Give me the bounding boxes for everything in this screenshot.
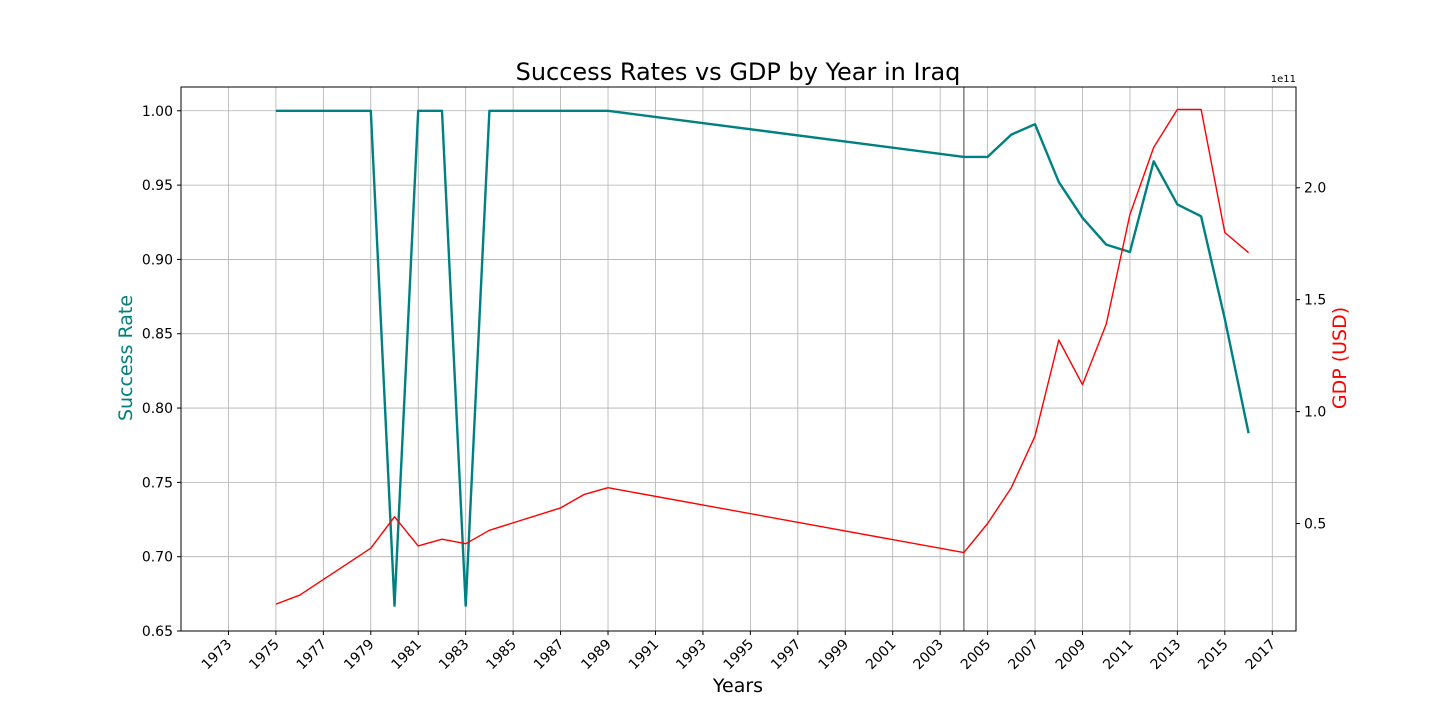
- y2-tick-label: 1.0: [1304, 405, 1326, 421]
- y-tick-label: 0.65: [142, 624, 173, 640]
- y-axis-label: Success Rate: [115, 295, 137, 421]
- y2-axis-label: GDP (USD): [1329, 307, 1351, 409]
- series-layer: [275, 108, 1250, 607]
- x-axis-ticks: 1973 1975 1977 1979 1981 1983 1985 1987 1989 1991…: [199, 631, 1279, 673]
- y-tick-label: 0.75: [142, 475, 173, 491]
- x-tick-label: 1979: [341, 637, 378, 674]
- x-tick-label: 2001: [863, 637, 900, 674]
- x-tick-label: 1995: [721, 637, 758, 674]
- y-tick-label: 1.00: [142, 104, 173, 120]
- x-tick-label: 2005: [958, 637, 995, 674]
- y2-offset-label: 1e11: [1271, 74, 1296, 85]
- grid: [181, 87, 1296, 632]
- y2-tick-label: 1.5: [1304, 293, 1326, 309]
- gdp-line: [275, 108, 1250, 605]
- x-tick-label: 1973: [199, 637, 236, 674]
- y2-tick-label: 2.0: [1304, 181, 1326, 197]
- y-tick-label: 0.85: [142, 327, 173, 343]
- x-tick-label: 1991: [626, 637, 663, 674]
- x-tick-label: 2003: [910, 637, 947, 674]
- success-rate-line: [275, 109, 1250, 607]
- y-axis-ticks: 0.65 0.70 0.75 0.80 0.85 0.90 0.95 1.00: [142, 104, 181, 640]
- x-tick-label: 1985: [483, 637, 520, 674]
- x-tick-label: 1981: [389, 637, 426, 674]
- y-tick-label: 0.80: [142, 401, 173, 417]
- x-tick-label: 2007: [1005, 637, 1042, 674]
- x-tick-label: 2011: [1100, 637, 1137, 674]
- x-tick-label: 1997: [768, 637, 805, 674]
- y-tick-label: 0.90: [142, 252, 173, 268]
- x-tick-label: 1989: [578, 637, 615, 674]
- x-tick-label: 1977: [294, 637, 331, 674]
- y-tick-label: 0.70: [142, 550, 173, 566]
- x-tick-label: 1999: [816, 637, 853, 674]
- x-tick-label: 2013: [1148, 637, 1185, 674]
- y-tick-label: 0.95: [142, 178, 173, 194]
- x-tick-label: 1975: [246, 637, 283, 674]
- plot-frame: [180, 86, 1297, 632]
- y2-axis-ticks: 0.5 1.0 1.5 2.0: [1296, 181, 1326, 533]
- x-tick-label: 2015: [1195, 637, 1232, 674]
- y2-tick-label: 0.5: [1304, 517, 1326, 533]
- x-tick-label: 2017: [1243, 637, 1280, 674]
- x-tick-label: 1983: [436, 637, 473, 674]
- x-tick-label: 1993: [673, 637, 710, 674]
- x-axis-label: Years: [712, 675, 763, 697]
- x-tick-label: 2009: [1053, 637, 1090, 674]
- x-tick-label: 1987: [531, 637, 568, 674]
- chart-title: Success Rates vs GDP by Year in Iraq: [516, 58, 961, 86]
